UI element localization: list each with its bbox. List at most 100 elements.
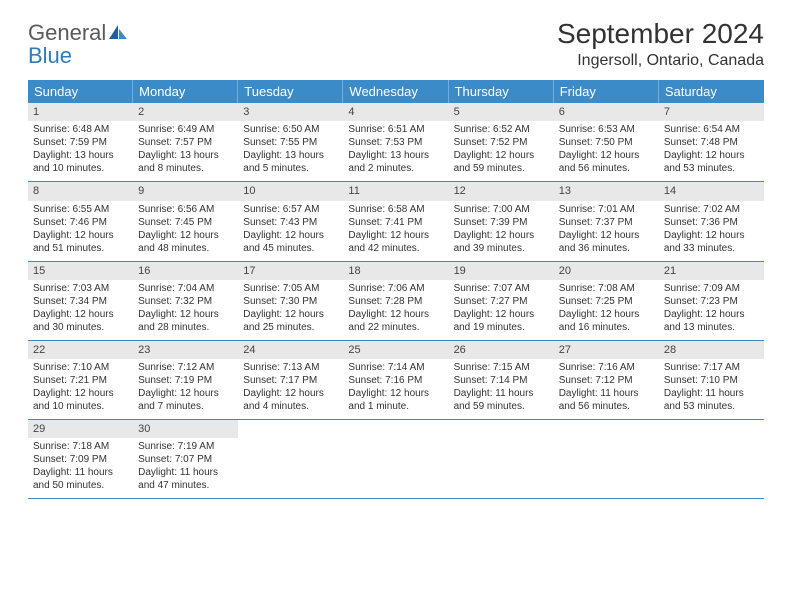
day-daylight1: Daylight: 11 hours [664, 387, 759, 400]
day-daylight1: Daylight: 12 hours [559, 308, 654, 321]
weekday-thursday: Thursday [449, 80, 554, 103]
day-cell-empty [659, 420, 764, 498]
day-daylight2: and 2 minutes. [348, 162, 443, 175]
day-cell: 5 Sunrise: 6:52 AMSunset: 7:52 PMDaylight… [449, 103, 554, 181]
day-number: 5 [449, 103, 554, 121]
day-daylight2: and 50 minutes. [33, 479, 128, 492]
day-sunrise: Sunrise: 6:52 AM [454, 123, 549, 136]
day-daylight1: Daylight: 12 hours [243, 229, 338, 242]
day-number: 21 [659, 262, 764, 280]
day-sunrise: Sunrise: 7:18 AM [33, 440, 128, 453]
day-sunrise: Sunrise: 7:05 AM [243, 282, 338, 295]
day-sunrise: Sunrise: 6:55 AM [33, 203, 128, 216]
day-daylight1: Daylight: 12 hours [559, 149, 654, 162]
day-number: 2 [133, 103, 238, 121]
day-number: 29 [28, 420, 133, 438]
day-daylight2: and 47 minutes. [138, 479, 233, 492]
day-sunrise: Sunrise: 7:13 AM [243, 361, 338, 374]
day-sunset: Sunset: 7:52 PM [454, 136, 549, 149]
weekday-tuesday: Tuesday [238, 80, 343, 103]
day-number: 16 [133, 262, 238, 280]
day-number: 9 [133, 182, 238, 200]
day-daylight2: and 28 minutes. [138, 321, 233, 334]
day-daylight1: Daylight: 12 hours [454, 229, 549, 242]
day-sunset: Sunset: 7:09 PM [33, 453, 128, 466]
day-daylight1: Daylight: 12 hours [559, 229, 654, 242]
day-cell: 4Sunrise: 6:51 AMSunset: 7:53 PMDaylight… [343, 103, 448, 181]
day-cell: 22Sunrise: 7:10 AMSunset: 7:21 PMDayligh… [28, 341, 133, 419]
day-daylight1: Daylight: 13 hours [138, 149, 233, 162]
day-number: 26 [449, 341, 554, 359]
day-cell: 7Sunrise: 6:54 AMSunset: 7:48 PMDaylight… [659, 103, 764, 181]
day-daylight2: and 30 minutes. [33, 321, 128, 334]
day-cell: 14Sunrise: 7:02 AMSunset: 7:36 PMDayligh… [659, 182, 764, 260]
day-cell: 3Sunrise: 6:50 AMSunset: 7:55 PMDaylight… [238, 103, 343, 181]
day-daylight2: and 7 minutes. [138, 400, 233, 413]
weekday-sunday: Sunday [28, 80, 133, 103]
logo-text-block: General Blue [28, 22, 128, 68]
week-row: 8Sunrise: 6:55 AMSunset: 7:46 PMDaylight… [28, 182, 764, 261]
day-cell-empty [554, 420, 659, 498]
day-daylight2: and 56 minutes. [559, 162, 654, 175]
day-sunset: Sunset: 7:25 PM [559, 295, 654, 308]
day-cell: 20Sunrise: 7:08 AMSunset: 7:25 PMDayligh… [554, 262, 659, 340]
day-daylight2: and 59 minutes. [454, 400, 549, 413]
day-cell: 10Sunrise: 6:57 AMSunset: 7:43 PMDayligh… [238, 182, 343, 260]
day-sunrise: Sunrise: 7:04 AM [138, 282, 233, 295]
day-sunset: Sunset: 7:59 PM [33, 136, 128, 149]
day-sunrise: Sunrise: 7:16 AM [559, 361, 654, 374]
day-sunrise: Sunrise: 6:49 AM [138, 123, 233, 136]
day-number: 4 [343, 103, 448, 121]
day-cell: 1Sunrise: 6:48 AMSunset: 7:59 PMDaylight… [28, 103, 133, 181]
day-number: 10 [238, 182, 343, 200]
day-daylight1: Daylight: 12 hours [664, 149, 759, 162]
logo: General Blue [28, 22, 128, 68]
day-daylight2: and 19 minutes. [454, 321, 549, 334]
day-cell: 27Sunrise: 7:16 AMSunset: 7:12 PMDayligh… [554, 341, 659, 419]
day-sunrise: Sunrise: 7:14 AM [348, 361, 443, 374]
day-sunset: Sunset: 7:10 PM [664, 374, 759, 387]
weekday-friday: Friday [554, 80, 659, 103]
day-cell: 18Sunrise: 7:06 AMSunset: 7:28 PMDayligh… [343, 262, 448, 340]
day-sunset: Sunset: 7:43 PM [243, 216, 338, 229]
day-cell: 23Sunrise: 7:12 AMSunset: 7:19 PMDayligh… [133, 341, 238, 419]
day-sunset: Sunset: 7:12 PM [559, 374, 654, 387]
day-sunrise: Sunrise: 7:00 AM [454, 203, 549, 216]
day-daylight1: Daylight: 12 hours [348, 387, 443, 400]
day-daylight2: and 53 minutes. [664, 400, 759, 413]
day-number: 14 [659, 182, 764, 200]
day-daylight1: Daylight: 11 hours [559, 387, 654, 400]
day-daylight1: Daylight: 12 hours [243, 387, 338, 400]
week-row: 15Sunrise: 7:03 AMSunset: 7:34 PMDayligh… [28, 262, 764, 341]
day-sunrise: Sunrise: 6:51 AM [348, 123, 443, 136]
day-cell: 24Sunrise: 7:13 AMSunset: 7:17 PMDayligh… [238, 341, 343, 419]
day-number: 24 [238, 341, 343, 359]
day-cell: 19Sunrise: 7:07 AMSunset: 7:27 PMDayligh… [449, 262, 554, 340]
day-sunrise: Sunrise: 7:15 AM [454, 361, 549, 374]
day-number: 8 [28, 182, 133, 200]
day-cell: 15Sunrise: 7:03 AMSunset: 7:34 PMDayligh… [28, 262, 133, 340]
day-daylight1: Daylight: 12 hours [33, 229, 128, 242]
day-cell: 28Sunrise: 7:17 AMSunset: 7:10 PMDayligh… [659, 341, 764, 419]
day-cell: 11Sunrise: 6:58 AMSunset: 7:41 PMDayligh… [343, 182, 448, 260]
logo-text-2: Blue [28, 43, 72, 68]
day-daylight1: Daylight: 12 hours [664, 308, 759, 321]
day-sunrise: Sunrise: 7:17 AM [664, 361, 759, 374]
day-number: 13 [554, 182, 659, 200]
day-sunset: Sunset: 7:53 PM [348, 136, 443, 149]
day-sunset: Sunset: 7:41 PM [348, 216, 443, 229]
header: General Blue September 2024 Ingersoll, O… [28, 18, 764, 70]
day-sunrise: Sunrise: 7:06 AM [348, 282, 443, 295]
day-number: 18 [343, 262, 448, 280]
title-block: September 2024 Ingersoll, Ontario, Canad… [557, 18, 764, 70]
day-number: 20 [554, 262, 659, 280]
day-daylight2: and 33 minutes. [664, 242, 759, 255]
day-daylight1: Daylight: 12 hours [454, 149, 549, 162]
day-sunrise: Sunrise: 7:19 AM [138, 440, 233, 453]
week-row: 22Sunrise: 7:10 AMSunset: 7:21 PMDayligh… [28, 341, 764, 420]
day-sunrise: Sunrise: 6:53 AM [559, 123, 654, 136]
calendar: SundayMondayTuesdayWednesdayThursdayFrid… [28, 80, 764, 499]
day-daylight1: Daylight: 12 hours [454, 308, 549, 321]
location: Ingersoll, Ontario, Canada [557, 52, 764, 70]
day-cell: 8Sunrise: 6:55 AMSunset: 7:46 PMDaylight… [28, 182, 133, 260]
